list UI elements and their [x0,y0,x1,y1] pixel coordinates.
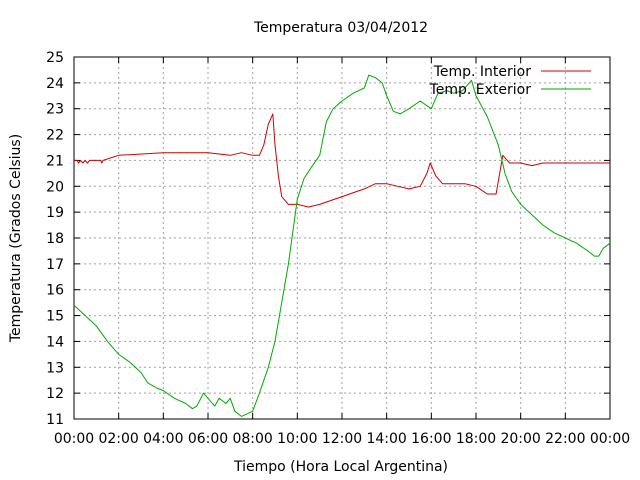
x-tick-label: 22:00 [545,431,585,447]
y-tick-label: 12 [46,386,64,402]
y-tick-label: 21 [46,153,64,169]
chart-title: Temperatura 03/04/2012 [253,20,428,36]
x-tick-label: 04:00 [143,431,183,447]
x-tick-label: 12:00 [322,431,362,447]
series-line-exterior [73,74,611,417]
y-tick-label: 17 [46,257,64,273]
x-axis-label: Tiempo (Hora Local Argentina) [233,459,448,475]
legend-label: Temp. Exterior [429,82,532,98]
x-tick-label: 02:00 [98,431,138,447]
series-line-interior [74,113,610,208]
legend-label: Temp. Interior [433,64,532,80]
x-tick-label: 16:00 [411,431,451,447]
y-tick-label: 19 [46,205,64,221]
y-tick-label: 16 [46,283,64,299]
y-axis-label: Temperatura (Grados Celsius) [8,134,24,343]
grid [74,57,610,419]
series [73,74,611,417]
x-tick-label: 20:00 [500,431,540,447]
y-tick-label: 22 [46,128,64,144]
y-tick-label: 14 [46,334,64,350]
y-tick-label: 24 [46,76,64,92]
x-tick-label: 18:00 [456,431,496,447]
y-tick-label: 15 [46,309,64,325]
x-tick-label: 14:00 [366,431,406,447]
y-tick-label: 11 [46,412,64,428]
x-tick-label: 00:00 [54,431,94,447]
y-tick-label: 25 [46,50,64,66]
x-tick-label: 00:00 [590,431,630,447]
y-tick-label: 20 [46,179,64,195]
x-tick-label: 06:00 [188,431,228,447]
x-tick-label: 08:00 [232,431,272,447]
y-tick-label: 18 [46,231,64,247]
y-tick-label: 23 [46,102,64,118]
legend: Temp. Interior Temp. Exterior [429,64,591,98]
x-tick-label: 10:00 [277,431,317,447]
y-tick-label: 13 [46,360,64,376]
